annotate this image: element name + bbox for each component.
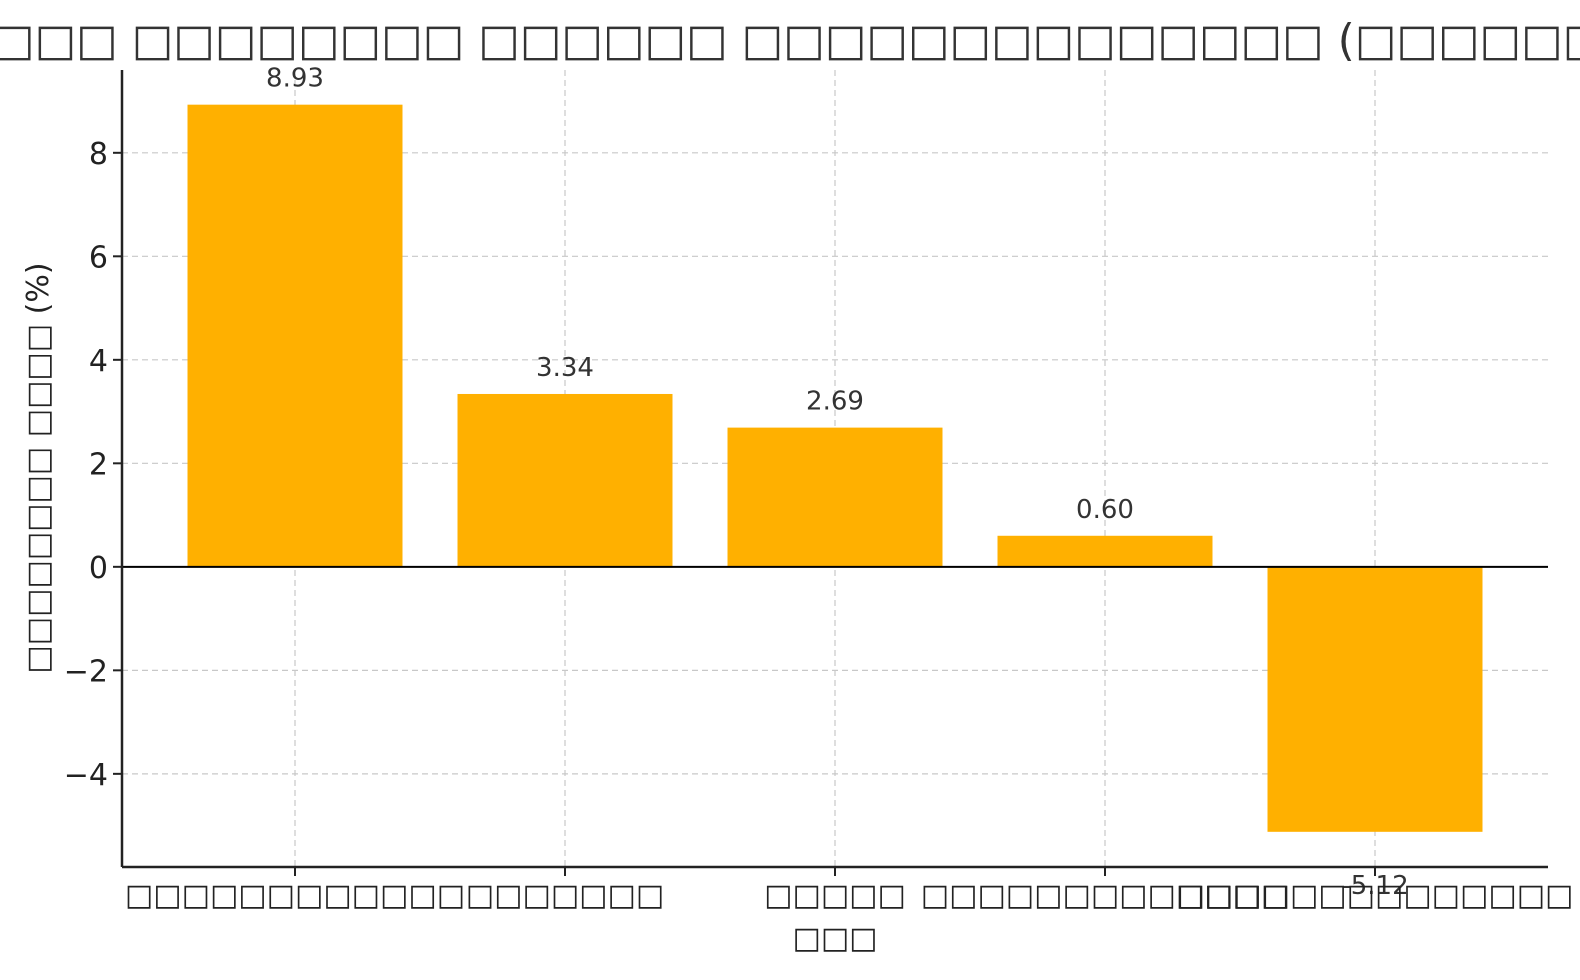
bar <box>727 427 943 567</box>
y-tick-label: 0 <box>89 551 108 586</box>
data-label: -5.12 <box>1341 871 1408 901</box>
y-tick-label: 8 <box>89 137 108 172</box>
data-label: 0.60 <box>1076 495 1134 525</box>
x-tick-label: □□□□□ <box>764 878 906 913</box>
bar <box>1267 566 1483 832</box>
data-label: 2.69 <box>806 387 864 417</box>
bar <box>187 104 403 567</box>
chart-title: □□□□□□□ □□□□□□□□ □□□□□□ □□□□□□□□□□□□□□ (… <box>0 15 1580 66</box>
y-tick-label: −2 <box>64 654 108 689</box>
y-axis-label: □□□□□□□□ □□□□ (%) <box>21 262 56 673</box>
x-tick-label: □□□□□□□□□□□□ <box>125 878 465 913</box>
y-tick-label: 4 <box>89 344 108 379</box>
x-tick-label: □□□□□□□□□□□□□□ <box>1177 878 1574 913</box>
bar-layer <box>187 104 1483 832</box>
bar <box>457 393 673 567</box>
y-tick-label: −4 <box>64 758 108 793</box>
x-axis-label: □□□ <box>792 921 877 956</box>
y-tick-label: 2 <box>89 447 108 482</box>
x-tick-label: □□□□□□□□□□□□□ <box>921 878 1289 913</box>
y-tick-label: 6 <box>89 240 108 275</box>
data-label: 3.34 <box>536 353 594 383</box>
bar <box>997 535 1213 567</box>
axis-layer <box>113 70 1548 876</box>
label-layer: −4 −2 0 2 4 6 8 8.93 □□□□□□□□□□□□ 3.34 □□□□□□□ 2.69… <box>64 64 1574 913</box>
x-tick-label: □□□□□□□ <box>466 878 664 913</box>
data-label: 8.93 <box>266 64 324 94</box>
